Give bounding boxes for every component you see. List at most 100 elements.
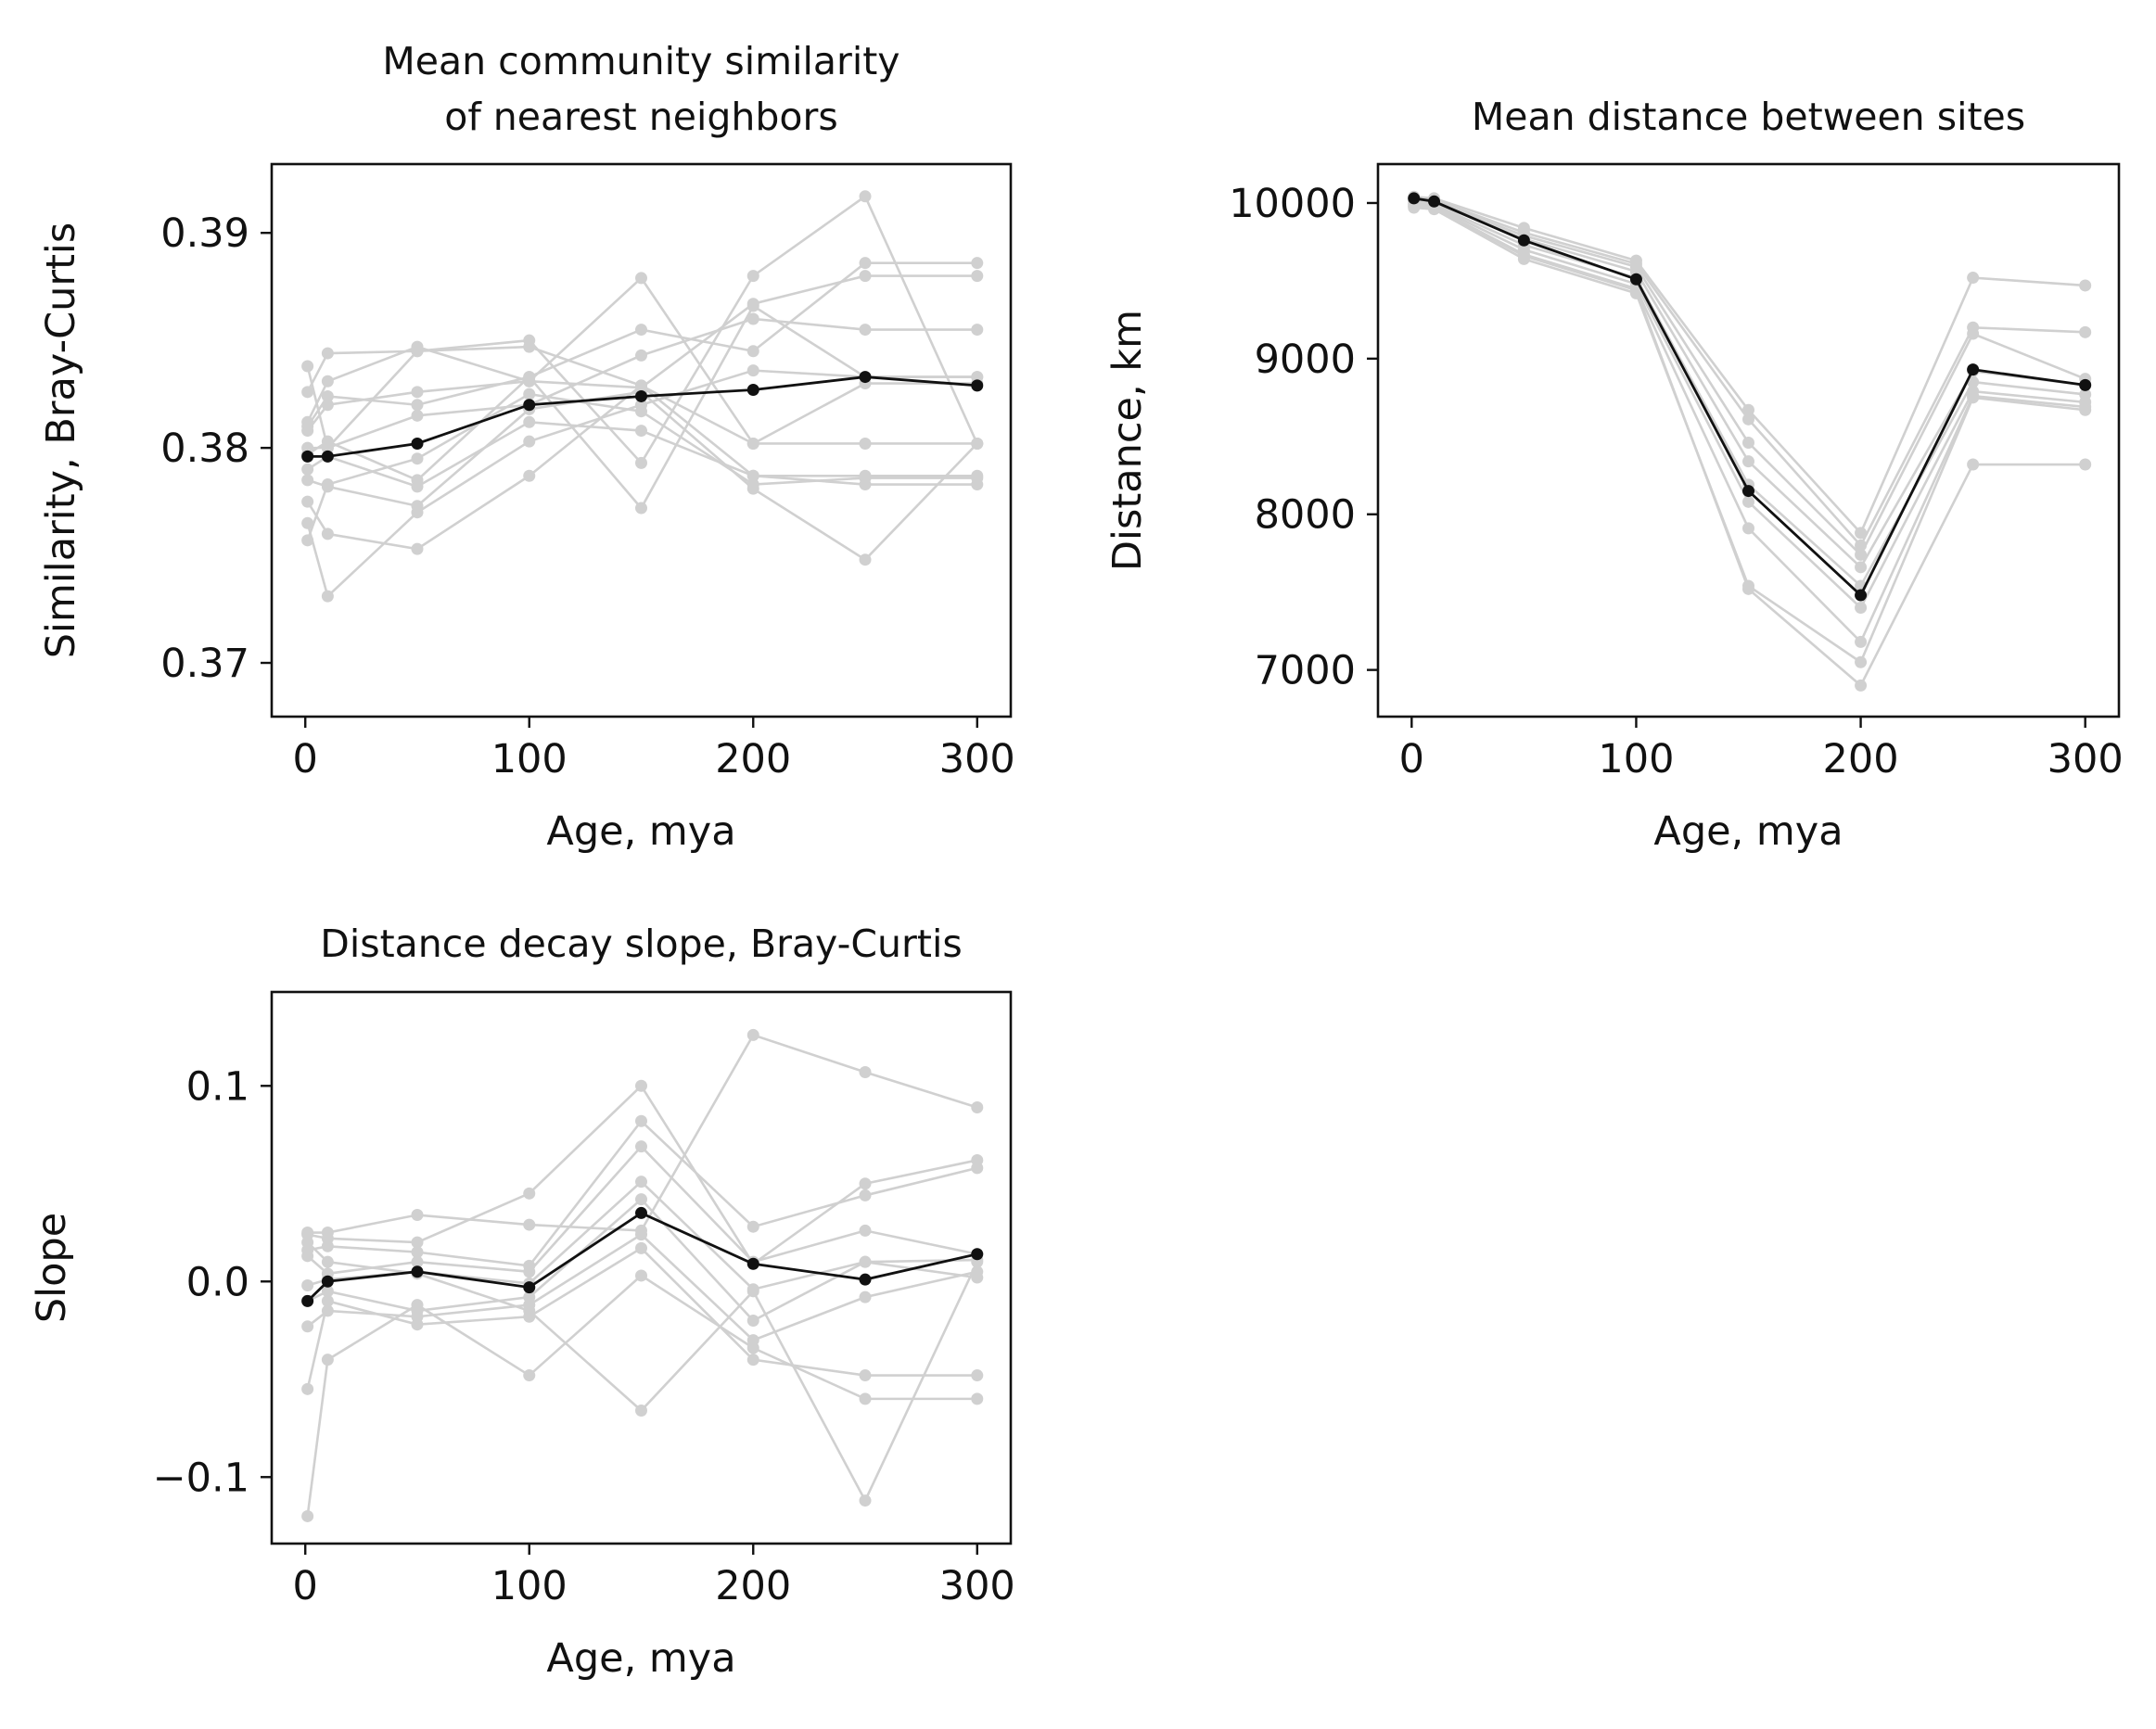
replicate-point (523, 1369, 536, 1382)
replicate-point (746, 1314, 759, 1327)
replicate-point (859, 553, 872, 566)
replicate-line (306, 420, 977, 489)
replicate-point (635, 1405, 647, 1418)
replicate-line (306, 1274, 977, 1517)
replicate-line (306, 261, 977, 427)
replicate-line (306, 304, 977, 511)
replicate-point (1855, 561, 1868, 574)
y-tick-label: −0.1 (153, 1455, 249, 1501)
replicate-point (635, 1241, 647, 1254)
y-tick-label: 0.1 (186, 1063, 249, 1110)
x-tick-label: 200 (715, 1563, 791, 1609)
replicate-point (1742, 403, 1754, 416)
replicate-line (306, 275, 977, 445)
subplot-2-title-line-1: Mean distance between sites (1472, 95, 2025, 139)
replicate-point (411, 542, 424, 555)
replicate-line (306, 1144, 978, 1276)
mean-point (1742, 485, 1754, 498)
replicate-series (301, 415, 984, 493)
replicate-point (859, 1066, 872, 1079)
mean-point (1629, 273, 1642, 286)
replicate-point (746, 270, 759, 283)
mean-point (523, 1281, 536, 1294)
replicate-point (635, 1193, 647, 1206)
subplot-1-title-line-1: Mean community similarity (382, 39, 899, 83)
replicate-point (859, 324, 872, 337)
replicate-point (2079, 458, 2092, 471)
replicate-point (635, 1114, 647, 1127)
x-tick-label: 100 (491, 736, 568, 782)
replicate-point (1742, 437, 1754, 450)
replicate-point (859, 1224, 872, 1237)
replicate-point (746, 345, 759, 358)
subplot-1-title-line-2: of nearest neighbors (444, 95, 837, 139)
y-tick-label: 0.37 (160, 641, 249, 687)
x-tick-label: 300 (939, 1563, 1015, 1609)
replicate-series (301, 1269, 984, 1522)
replicate-point (746, 1028, 759, 1041)
subplot-2: Mean distance between sites 0 100 200 300 700… (1104, 95, 2124, 855)
replicate-point (746, 469, 759, 482)
replicate-point (1855, 635, 1868, 648)
replicate-point (321, 347, 334, 360)
replicate-point (1855, 527, 1868, 540)
replicate-point (411, 1255, 424, 1268)
replicate-point (1967, 375, 1980, 388)
replicate-point (1855, 601, 1868, 614)
replicate-series (301, 388, 984, 547)
replicate-point (523, 1265, 536, 1278)
replicate-point (2079, 325, 2092, 338)
replicate-point (411, 399, 424, 412)
replicate-point (1742, 522, 1754, 535)
replicate-point (321, 1285, 334, 1298)
axes-frame (270, 162, 1013, 718)
replicate-point (971, 1162, 984, 1175)
mean-series (301, 371, 984, 463)
replicate-point (635, 272, 647, 285)
replicate-line (307, 1119, 978, 1267)
replicate-point (321, 375, 334, 388)
axes-frame (1376, 162, 2121, 718)
replicate-point (1742, 455, 1754, 468)
replicate-point (301, 463, 314, 476)
replicate-point (301, 1509, 314, 1522)
replicate-point (321, 528, 334, 540)
replicate-point (1855, 655, 1868, 668)
mean-point (859, 371, 872, 384)
replicate-point (971, 1369, 984, 1382)
replicate-point (971, 257, 984, 270)
replicate-point (635, 324, 647, 337)
replicate-point (971, 472, 984, 485)
replicate-point (321, 1240, 334, 1252)
y-tick-label: 0.39 (160, 210, 249, 257)
replicate-series (301, 1241, 984, 1395)
replicate-point (411, 1299, 424, 1312)
mean-point (746, 384, 759, 397)
y-tick-label: 0.0 (186, 1259, 249, 1305)
replicate-line (306, 274, 977, 432)
mean-point (1517, 234, 1530, 247)
replicate-line (307, 317, 977, 450)
replicate-line (306, 382, 977, 551)
replicate-line (306, 345, 977, 477)
replicate-line (306, 392, 977, 541)
replicate-line (306, 369, 977, 599)
replicate-line (307, 1197, 977, 1323)
mean-point (321, 450, 334, 463)
replicate-point (746, 1285, 759, 1298)
mean-line (307, 375, 977, 458)
replicate-point (1967, 272, 1980, 285)
replicate-point (746, 364, 759, 377)
replicate-point (321, 399, 334, 412)
replicate-point (301, 360, 314, 373)
replicate-point (1517, 249, 1530, 262)
replicate-point (859, 257, 872, 270)
replicate-point (523, 469, 536, 482)
replicate-point (859, 1369, 872, 1382)
replicate-point (1967, 327, 1980, 340)
mean-point (1967, 363, 1980, 376)
x-axis-label: Age, mya (546, 1635, 735, 1682)
replicate-point (321, 1354, 334, 1367)
y-tick-label: 9000 (1255, 337, 1356, 383)
replicate-line (307, 1084, 978, 1266)
